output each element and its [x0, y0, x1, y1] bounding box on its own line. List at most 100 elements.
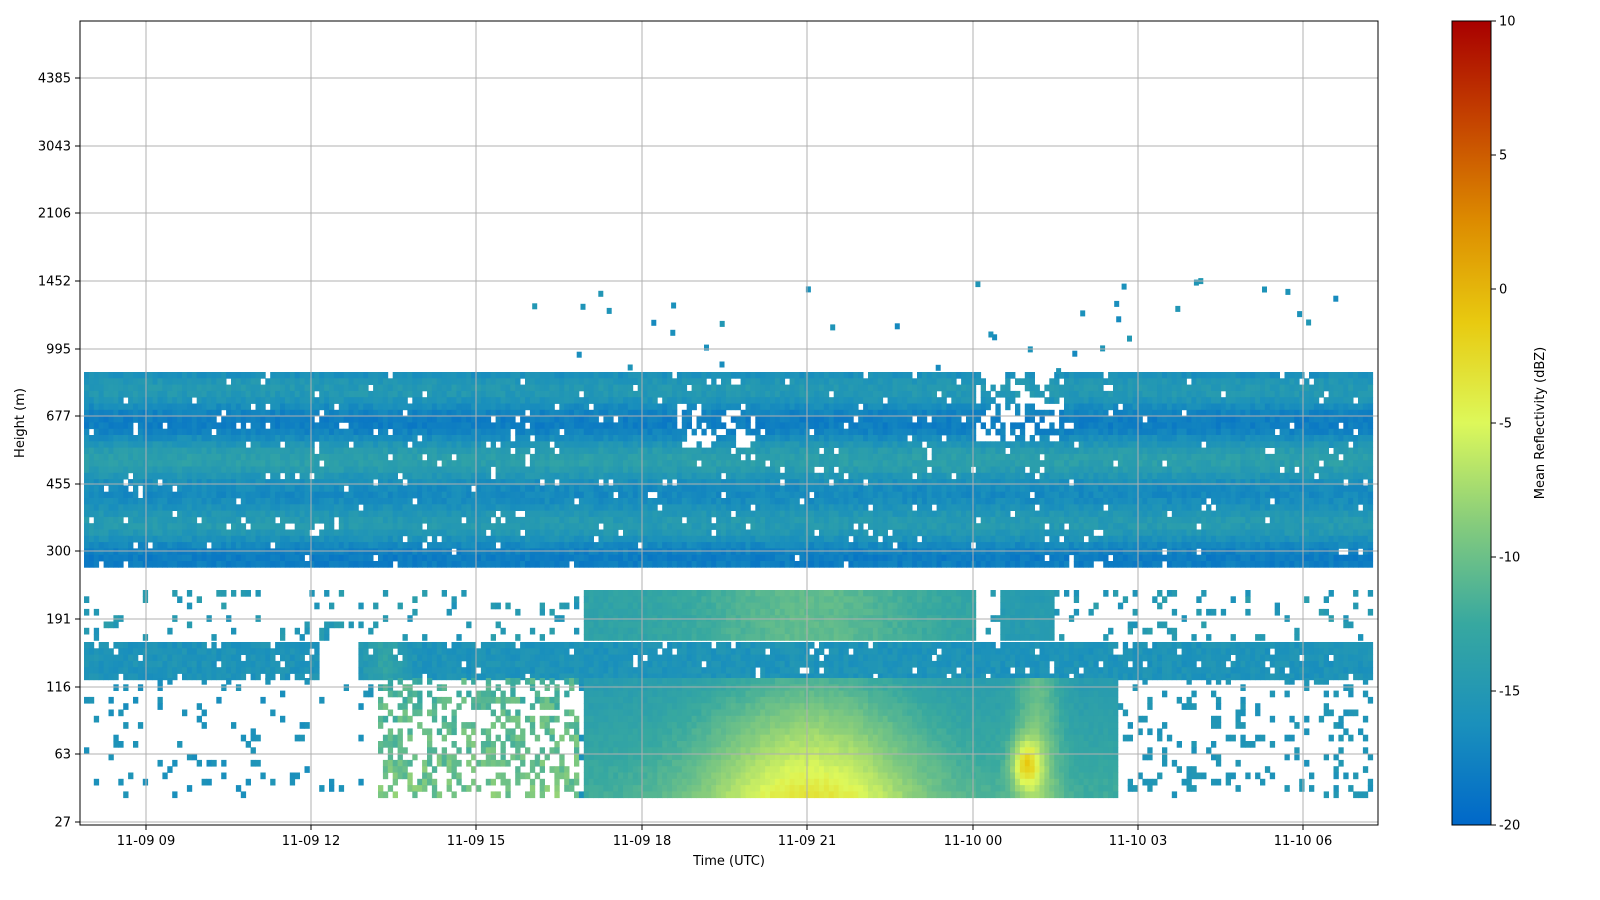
heatmap-cell — [1284, 491, 1290, 499]
heatmap-cell — [799, 479, 805, 486]
heatmap-cell — [1206, 384, 1212, 392]
heatmap-cell — [1162, 447, 1168, 455]
heatmap-cell — [1358, 403, 1364, 411]
heatmap-cell — [921, 453, 928, 461]
heatmap-cell — [902, 453, 908, 461]
heatmap-cell — [1083, 447, 1089, 455]
heatmap-cell — [255, 372, 261, 379]
heatmap-cell — [358, 390, 364, 398]
heatmap-cell — [485, 428, 492, 436]
heatmap-cell — [691, 397, 697, 404]
heatmap-cell — [363, 390, 369, 398]
heatmap-cell — [270, 447, 276, 455]
heatmap-cell — [740, 466, 746, 474]
heatmap-cell — [676, 397, 683, 404]
heatmap-cell — [490, 428, 496, 436]
heatmap-cell — [167, 498, 173, 505]
heatmap-cell — [485, 384, 492, 392]
heatmap-cell — [951, 403, 957, 411]
heatmap-cell — [1274, 479, 1280, 486]
heatmap-cell — [471, 466, 477, 474]
heatmap-cell — [1264, 460, 1271, 467]
heatmap-cell — [902, 466, 908, 474]
heatmap-cell — [476, 453, 482, 461]
heatmap-cell — [858, 428, 864, 436]
heatmap-cell — [93, 491, 100, 499]
heatmap-cell — [1039, 447, 1045, 455]
heatmap-cell — [1211, 378, 1217, 385]
heatmap-cell — [510, 409, 516, 417]
heatmap-cell — [691, 372, 697, 379]
heatmap-cell — [525, 397, 531, 404]
heatmap-cell — [730, 441, 737, 448]
heatmap-cell — [574, 441, 580, 448]
heatmap-cell — [887, 447, 893, 455]
heatmap-cell — [260, 485, 266, 493]
heatmap-cell — [662, 422, 668, 430]
heatmap-cell — [618, 422, 624, 430]
heatmap-cell — [368, 409, 374, 417]
heatmap-cell — [843, 397, 849, 404]
heatmap-cell — [1318, 428, 1325, 436]
heatmap-cell — [1279, 384, 1285, 392]
heatmap-cell — [402, 422, 408, 430]
heatmap-cell — [368, 435, 374, 442]
heatmap-cell — [853, 409, 859, 417]
heatmap-cell — [623, 441, 629, 448]
heatmap-cell — [588, 460, 594, 467]
heatmap-cell — [956, 472, 962, 480]
heatmap-cell — [578, 479, 585, 486]
heatmap-cell — [270, 441, 276, 448]
heatmap-cell — [260, 491, 266, 499]
heatmap-cell — [691, 466, 697, 474]
heatmap-cell — [701, 397, 707, 404]
heatmap-cell — [696, 447, 702, 455]
heatmap-cell — [574, 453, 580, 461]
heatmap-cell — [270, 466, 276, 474]
heatmap-cell — [133, 472, 139, 480]
heatmap-cell — [912, 466, 918, 474]
heatmap-cell — [1049, 491, 1055, 499]
heatmap-cell — [1093, 428, 1099, 436]
heatmap-cell — [858, 491, 864, 499]
heatmap-cell — [88, 390, 95, 398]
heatmap-cell — [427, 403, 433, 411]
heatmap-cell — [985, 403, 991, 411]
heatmap-cell — [387, 409, 394, 417]
heatmap-cell — [1068, 390, 1075, 398]
heatmap-cell — [461, 416, 467, 423]
heatmap-cell — [280, 378, 286, 385]
heatmap-cell — [280, 409, 286, 417]
heatmap-cell — [961, 409, 967, 417]
heatmap-cell — [1117, 453, 1124, 461]
heatmap-cell — [412, 397, 418, 404]
heatmap-cell — [275, 403, 281, 411]
heatmap-cell — [343, 479, 349, 486]
heatmap-cell — [956, 479, 962, 486]
heatmap-cell — [1240, 397, 1246, 404]
heatmap-cell — [549, 460, 555, 467]
heatmap-cell — [721, 390, 727, 398]
heatmap-cell — [1367, 485, 1374, 493]
heatmap-cell — [921, 485, 928, 493]
heatmap-cell — [338, 403, 345, 411]
heatmap-cell — [1358, 416, 1364, 423]
heatmap-cell — [853, 447, 859, 455]
heatmap-cell — [760, 485, 766, 493]
heatmap-cell — [304, 441, 310, 448]
heatmap-cell — [926, 422, 933, 430]
heatmap-cell — [627, 453, 634, 461]
heatmap-cell — [333, 409, 340, 417]
heatmap-cell — [436, 390, 443, 398]
heatmap-cell — [221, 460, 227, 467]
heatmap-cell — [1191, 485, 1197, 493]
heatmap-cell — [167, 422, 173, 430]
heatmap-cell — [1240, 453, 1246, 461]
heatmap-cell — [333, 397, 340, 404]
heatmap-cell — [260, 447, 266, 455]
heatmap-cell — [667, 472, 673, 480]
heatmap-cell — [201, 479, 207, 486]
heatmap-cell — [912, 428, 918, 436]
heatmap-cell — [706, 479, 712, 486]
heatmap-cell — [363, 453, 369, 461]
